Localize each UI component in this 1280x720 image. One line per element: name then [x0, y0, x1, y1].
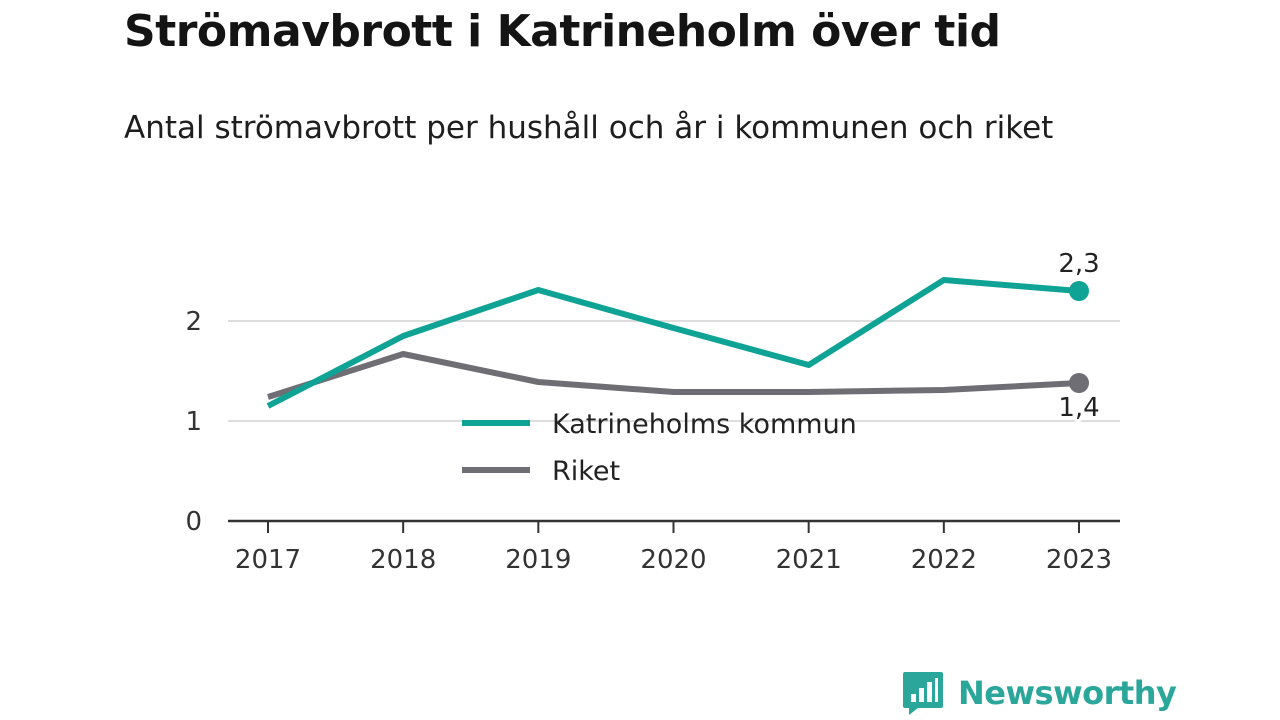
newsworthy-logo-icon [903, 672, 943, 715]
y-tick-label: 2 [185, 307, 202, 337]
series-line-katrineholms-kommun [266, 277, 1080, 409]
x-tick-label: 2018 [370, 545, 436, 575]
end-label-riket: 1,4 [1058, 393, 1099, 423]
newsworthy-logo-text: Newsworthy [958, 674, 1177, 712]
gridlines [228, 320, 1120, 422]
x-tick-label: 2023 [1046, 545, 1112, 575]
newsworthy-logo: Newsworthy [902, 670, 1177, 716]
legend: Katrineholms kommun Riket [462, 409, 857, 487]
x-tick-label: 2022 [911, 545, 977, 575]
chart-subtitle: Antal strömavbrott per hushåll och år i … [124, 110, 1054, 146]
end-point-riket [1069, 373, 1089, 393]
x-tick-label: 2020 [640, 545, 706, 575]
y-tick-label: 0 [185, 507, 202, 537]
series-line-riket [267, 351, 1080, 400]
x-tick-label: 2017 [235, 545, 301, 575]
legend-label: Riket [552, 456, 620, 487]
chart-title: Strömavbrott i Katrineholm över tid [124, 6, 1001, 57]
end-point-katrineholms-kommun [1069, 281, 1089, 301]
x-tick-label: 2021 [776, 545, 842, 575]
y-tick-label: 1 [185, 407, 202, 437]
legend-label: Katrineholms kommun [552, 409, 857, 440]
series-lines: 2,3 1,4 [266, 246, 1103, 426]
axes: 0 1 2 2017 2018 2019 2020 2021 2022 2023 [185, 307, 1120, 575]
x-tick-label: 2019 [505, 545, 571, 575]
end-label-katrineholms-kommun: 2,3 [1058, 249, 1099, 279]
